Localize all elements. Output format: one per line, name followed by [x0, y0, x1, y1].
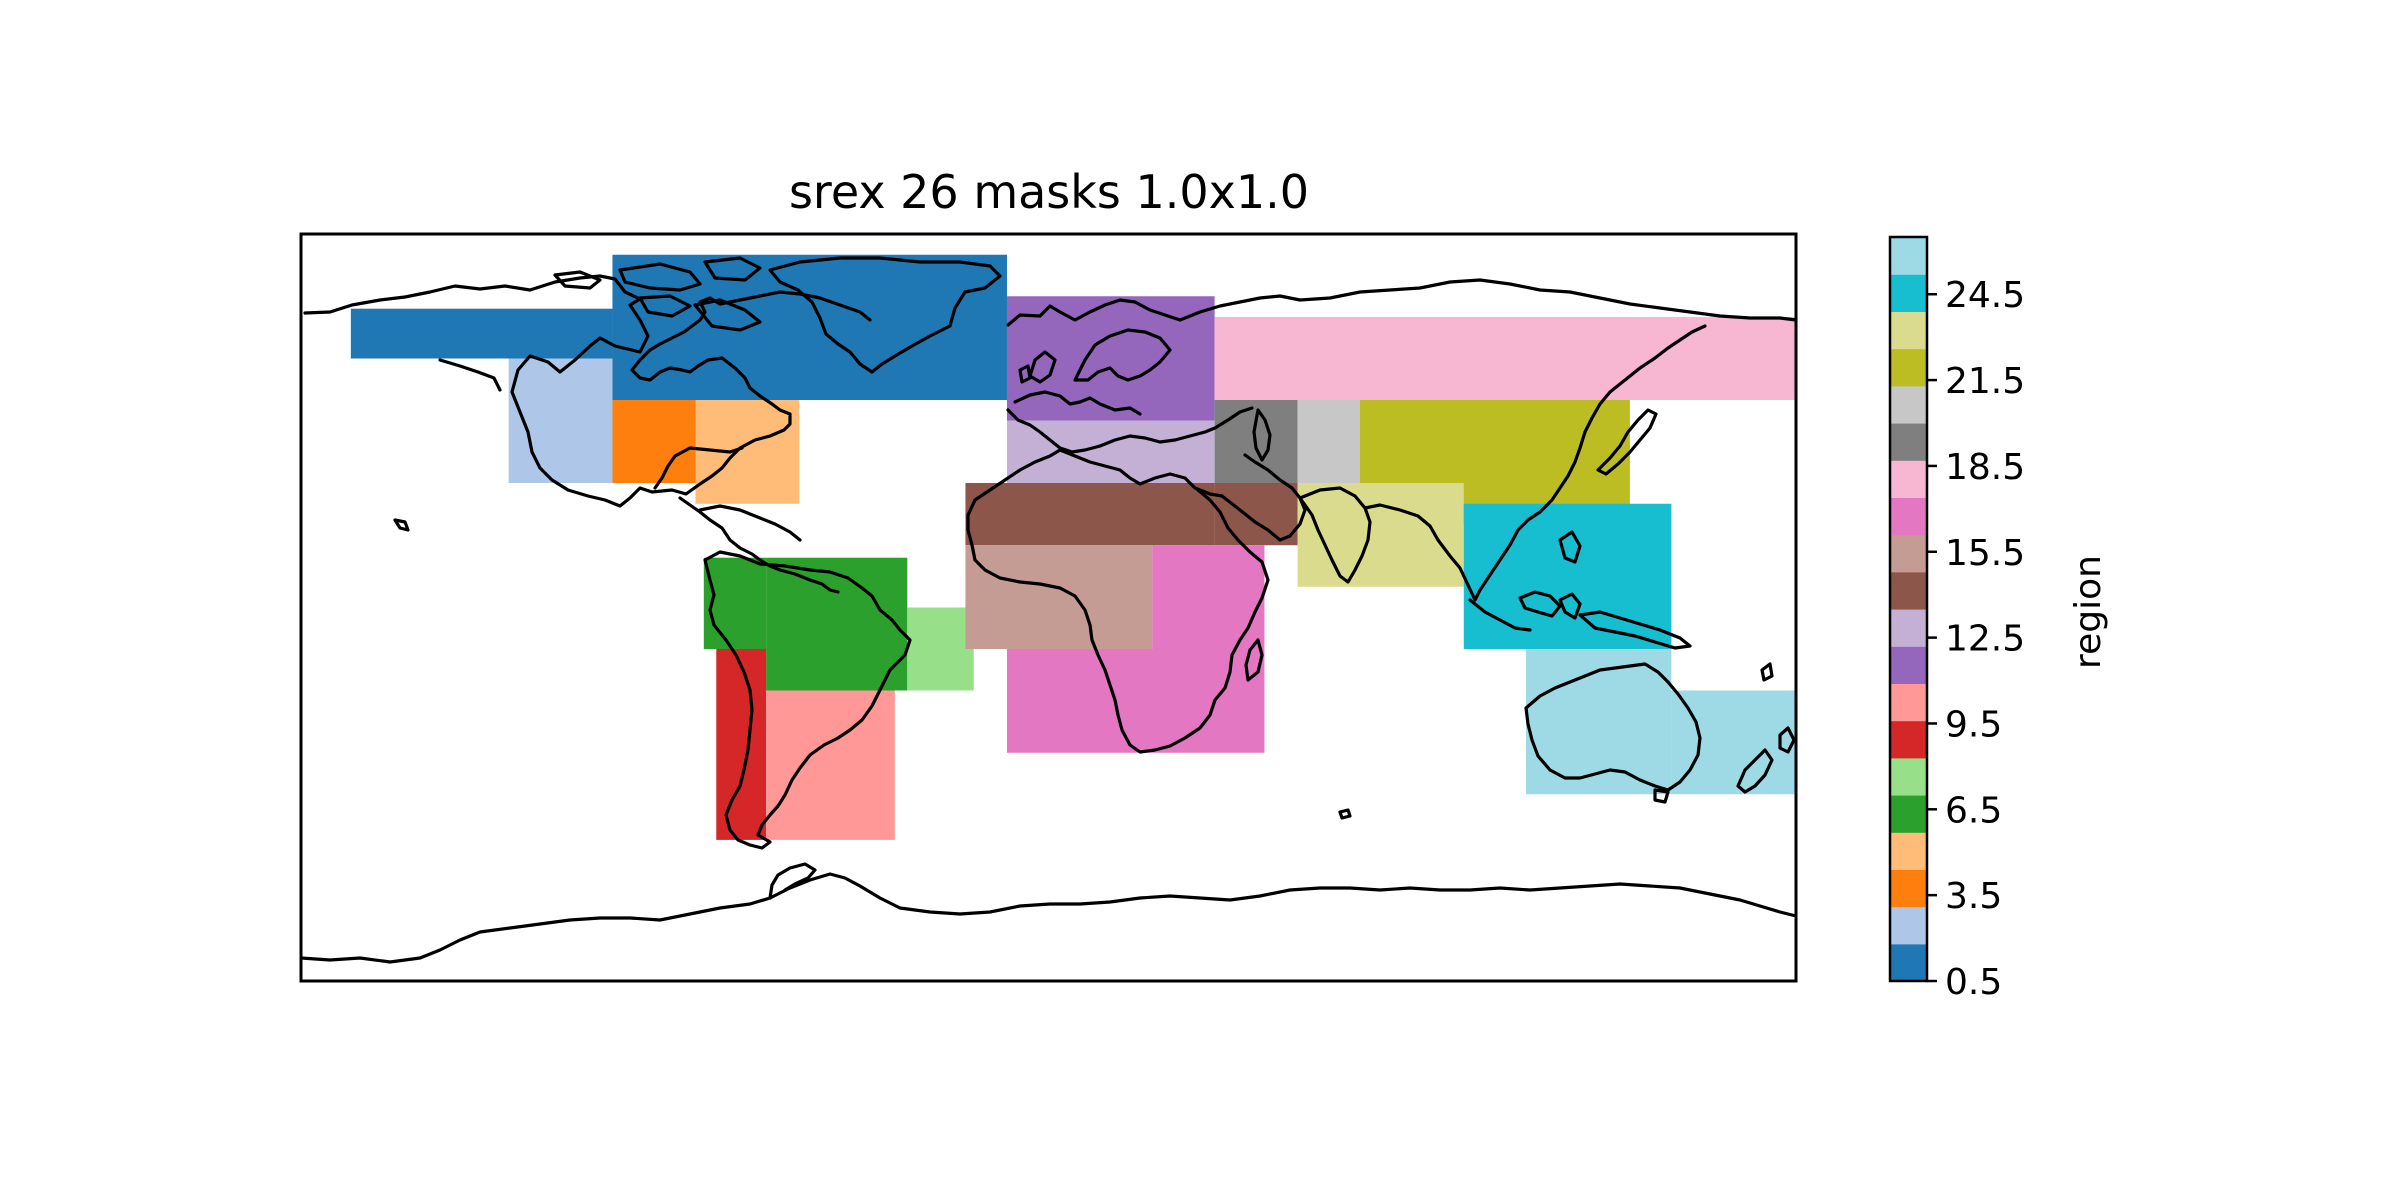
colorbar: 0.5 3.5 6.5 9.5 12.5 15.5 18.5 21.5 24.5 region — [1888, 235, 2109, 1003]
coastline-small-islands — [393, 518, 1774, 820]
coastline-tasmania — [1653, 788, 1670, 804]
region-mask-18 — [1297, 400, 1360, 483]
coastline-indonesia — [1468, 530, 1692, 650]
coastline-japan — [1596, 408, 1658, 476]
region-masks — [350, 254, 1796, 840]
colorbar-tick-label: 12.5 — [1945, 619, 2025, 660]
colorbar-swatch-2 — [1890, 906, 1927, 945]
colorbar-swatch-12 — [1890, 534, 1927, 573]
colorbar-tick-label: 24.5 — [1945, 275, 2025, 316]
colorbar-label: region — [2068, 555, 2109, 669]
region-mask-20 — [1297, 483, 1464, 587]
colorbar-swatch-17 — [1890, 348, 1927, 387]
region-mask-12 — [1006, 420, 1215, 483]
colorbar-swatch-16 — [1890, 385, 1927, 424]
region-mask-9 — [716, 649, 767, 840]
coastline-caspian — [1252, 408, 1272, 462]
coastline-mediterranean — [1003, 448, 1224, 498]
region-mask-7 — [907, 607, 974, 691]
colorbar-swatch-13 — [1890, 497, 1927, 536]
colorbar-swatch-6 — [1890, 757, 1927, 796]
region-mask-6-part2 — [766, 557, 908, 691]
colorbar-swatch-15 — [1890, 423, 1927, 461]
region-mask-14 — [965, 545, 1153, 649]
region-mask-10 — [766, 690, 895, 840]
colorbar-tick-label: 0.5 — [1945, 962, 2002, 1003]
coastline-antarctic-peninsula — [768, 862, 817, 900]
coastline-arabia — [1220, 453, 1307, 542]
region-mask-6-part1 — [703, 557, 767, 649]
region-mask-2 — [508, 358, 613, 483]
coastline-north-america — [303, 274, 872, 508]
coastline-madagascar — [1244, 638, 1264, 682]
colorbar-tick-label: 3.5 — [1945, 876, 2002, 917]
colorbar-swatch-20 — [1890, 237, 1927, 275]
colorbar-swatch-19 — [1890, 274, 1927, 312]
region-mask-4 — [695, 400, 800, 504]
coastline-central-america — [678, 496, 840, 594]
colorbar-swatch-8 — [1890, 683, 1927, 722]
region-mask-15-part1 — [1006, 649, 1265, 753]
coastline-greenland — [768, 256, 1002, 374]
coastline-alaska-islands — [438, 270, 602, 392]
coastline-eurasia — [1006, 278, 1796, 327]
coastlines — [301, 256, 1796, 964]
colorbar-swatches — [1890, 237, 1927, 982]
colorbar-swatch-9 — [1890, 646, 1927, 684]
region-mask-15-part2 — [1152, 545, 1265, 649]
coastline-south-america — [703, 550, 912, 850]
colorbar-tick-label: 9.5 — [1945, 704, 2002, 745]
colorbar-tick-label: 18.5 — [1945, 447, 2025, 488]
colorbar-swatch-14 — [1890, 460, 1927, 498]
region-mask-11 — [1006, 296, 1215, 421]
colorbar-frame — [1888, 235, 1929, 983]
coastline-scandinavia — [1073, 328, 1172, 382]
colorbar-swatch-7 — [1890, 720, 1927, 759]
region-mask-22-part2 — [1671, 690, 1796, 795]
colorbar-swatch-10 — [1890, 609, 1927, 647]
colorbar-tick-label: 21.5 — [1945, 361, 2025, 402]
region-mask-13-part2 — [1214, 483, 1298, 546]
region-mask-3 — [612, 400, 696, 483]
map-axes — [299, 232, 1798, 983]
coastline-new-zealand — [1736, 726, 1796, 794]
colorbar-swatch-18 — [1890, 311, 1927, 350]
coastline-east-asia — [1436, 324, 1707, 602]
coastline-india — [1298, 486, 1440, 584]
region-mask-1-part2 — [612, 254, 1007, 400]
colorbar-swatch-3 — [1890, 869, 1927, 908]
coastline-british-isles — [1018, 350, 1057, 384]
coastline-europe-mainland — [1006, 390, 1254, 454]
colorbar-swatch-11 — [1890, 571, 1927, 610]
colorbar-swatch-1 — [1890, 943, 1927, 982]
region-mask-13-part1 — [965, 483, 1215, 546]
coastline-australia — [1524, 662, 1702, 792]
colorbar-tick-label: 6.5 — [1945, 790, 2002, 831]
colorbar-swatch-4 — [1890, 832, 1927, 870]
coastline-antarctica — [301, 872, 1796, 964]
region-mask-1-part1 — [350, 308, 613, 359]
region-mask-16 — [1214, 317, 1796, 400]
colorbar-swatch-5 — [1890, 795, 1927, 833]
map-title: srex 26 masks 1.0x1.0 — [789, 165, 1309, 219]
region-mask-21 — [1463, 503, 1672, 649]
coastline-gulf-of-mexico — [653, 446, 744, 490]
map-frame — [299, 232, 1798, 983]
colorbar-ticks: 0.5 3.5 6.5 9.5 12.5 15.5 18.5 21.5 24.5 — [1927, 275, 2025, 1003]
coastline-arctic-islands — [618, 256, 762, 332]
coastline-africa — [966, 478, 1270, 754]
colorbar-tick-label: 15.5 — [1945, 533, 2025, 574]
coastline-cuba — [698, 504, 802, 542]
